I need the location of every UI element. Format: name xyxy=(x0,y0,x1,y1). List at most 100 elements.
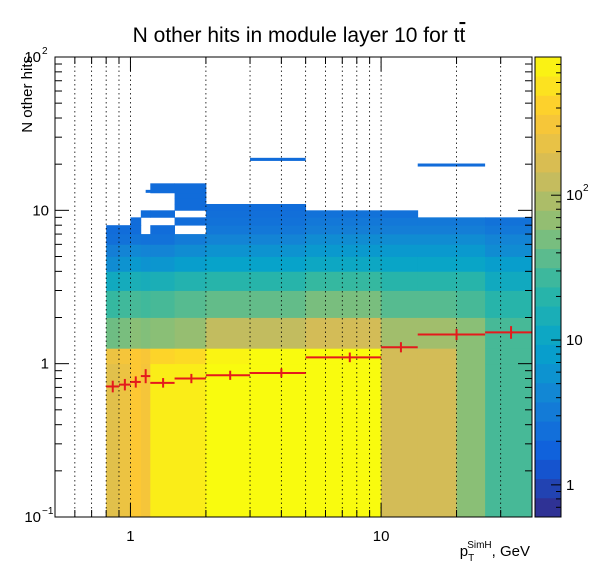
colorbar-segment xyxy=(535,497,561,518)
heatmap-cell xyxy=(205,225,251,235)
heatmap-cell xyxy=(150,183,175,194)
heatmap-cell xyxy=(150,234,175,245)
heatmap-cell xyxy=(130,234,142,245)
heatmap-cell xyxy=(106,256,120,272)
heatmap-cell xyxy=(381,234,419,245)
colorbar-segment xyxy=(535,248,561,269)
heatmap-cell xyxy=(140,244,151,257)
colorbar-segment xyxy=(535,57,561,77)
profile-markers xyxy=(106,326,532,393)
heatmap-cell xyxy=(106,363,120,518)
grid-lines xyxy=(74,57,502,517)
heatmap-cell xyxy=(305,317,382,349)
heatmap-cell xyxy=(417,234,457,245)
heatmap-cell xyxy=(174,192,207,199)
heatmap-cell xyxy=(250,290,307,318)
heatmap-cell xyxy=(417,256,457,272)
heatmap-cell xyxy=(118,234,131,245)
heatmap-cell xyxy=(130,317,142,349)
chart-title: N other hits in module layer 10 for tt xyxy=(133,24,466,47)
heatmap-cell xyxy=(150,348,175,365)
heatmap-cell xyxy=(456,363,486,518)
heatmap-cell xyxy=(381,256,419,272)
heatmap-cell xyxy=(205,244,251,257)
heatmap-cell xyxy=(205,317,251,349)
heatmap-cell xyxy=(106,234,120,245)
heatmap-cell xyxy=(118,256,131,272)
heatmap-cell xyxy=(150,290,175,318)
colorbar-segment xyxy=(535,421,561,441)
heatmap-cell xyxy=(250,217,307,226)
colorbar-segment xyxy=(535,478,561,499)
heatmap-cell xyxy=(417,348,457,365)
heatmap-cell xyxy=(174,183,207,194)
y-tick-exponent: −1 xyxy=(42,506,54,517)
heatmap-cell xyxy=(145,189,155,193)
heatmap-cell xyxy=(130,217,142,226)
profile-point xyxy=(130,376,141,388)
heatmap-cell xyxy=(456,348,486,365)
heatmap-cell xyxy=(150,363,175,518)
x-tick-label: 1 xyxy=(126,528,134,545)
heatmap-cell xyxy=(130,348,142,365)
heatmap-cell xyxy=(456,234,486,245)
heatmap-cell xyxy=(417,317,457,349)
colorbar-tick-label: 10 xyxy=(566,332,583,349)
heatmap-cell xyxy=(174,217,207,226)
heatmap-cell xyxy=(381,210,419,218)
heatmap-cell xyxy=(250,210,307,218)
heatmap-cell xyxy=(205,203,251,211)
y-axis-label: N other hits xyxy=(19,56,36,133)
heatmap-cell xyxy=(130,363,142,518)
colorbar-segment xyxy=(535,287,561,307)
colorbar-segment xyxy=(535,306,561,326)
heatmap-cell xyxy=(381,244,419,257)
heatmap-cell xyxy=(305,271,382,291)
heatmap-cell xyxy=(106,348,120,365)
heatmap-cell xyxy=(485,244,533,257)
heatmap-cell xyxy=(250,348,307,365)
heatmap-cell xyxy=(205,271,251,291)
heatmap-cell xyxy=(150,317,175,349)
heatmap-cell xyxy=(140,210,151,218)
heatmap-cell xyxy=(250,256,307,272)
profile-point xyxy=(174,373,206,384)
colorbar-segment xyxy=(535,344,561,365)
heatmap-cell xyxy=(250,234,307,245)
heatmap-cell xyxy=(118,317,131,349)
colorbar-segment xyxy=(535,459,561,480)
x-tick-label: 10 xyxy=(373,528,390,545)
heatmap-cell xyxy=(174,256,207,272)
heatmap-cell xyxy=(485,348,533,365)
y-tick-label: 1 xyxy=(41,356,49,373)
heatmap-cell xyxy=(485,363,533,518)
heatmap-cell xyxy=(381,363,419,518)
y-tick-label: 10 xyxy=(24,49,41,66)
heatmap-cell xyxy=(250,203,307,211)
heatmap-cell xyxy=(130,244,142,257)
xlabel-unit: , GeV xyxy=(492,543,530,560)
heatmap-cell xyxy=(381,348,419,365)
heatmap-cell xyxy=(118,363,131,518)
heatmap-cell xyxy=(140,290,151,318)
profile-point xyxy=(485,326,532,339)
profile-point xyxy=(417,328,486,341)
title-tbar: t xyxy=(459,24,465,47)
y-tick-exponent: 2 xyxy=(42,46,48,57)
heatmap-cell xyxy=(118,271,131,291)
heatmap-cell xyxy=(305,217,382,226)
heatmap-cell xyxy=(417,244,457,257)
colorbar-segment xyxy=(535,210,561,230)
heatmap-cell xyxy=(456,256,486,272)
heatmap-cell xyxy=(305,256,382,272)
heatmap-cell xyxy=(417,225,457,235)
heatmap-cell xyxy=(381,317,419,349)
heatmap-cell xyxy=(174,363,207,518)
heatmap-cell xyxy=(456,225,486,235)
colorbar-segment xyxy=(535,267,561,288)
heatmap-cell xyxy=(305,225,382,235)
heatmap-cell xyxy=(456,217,486,226)
heatmap-cell xyxy=(417,271,457,291)
